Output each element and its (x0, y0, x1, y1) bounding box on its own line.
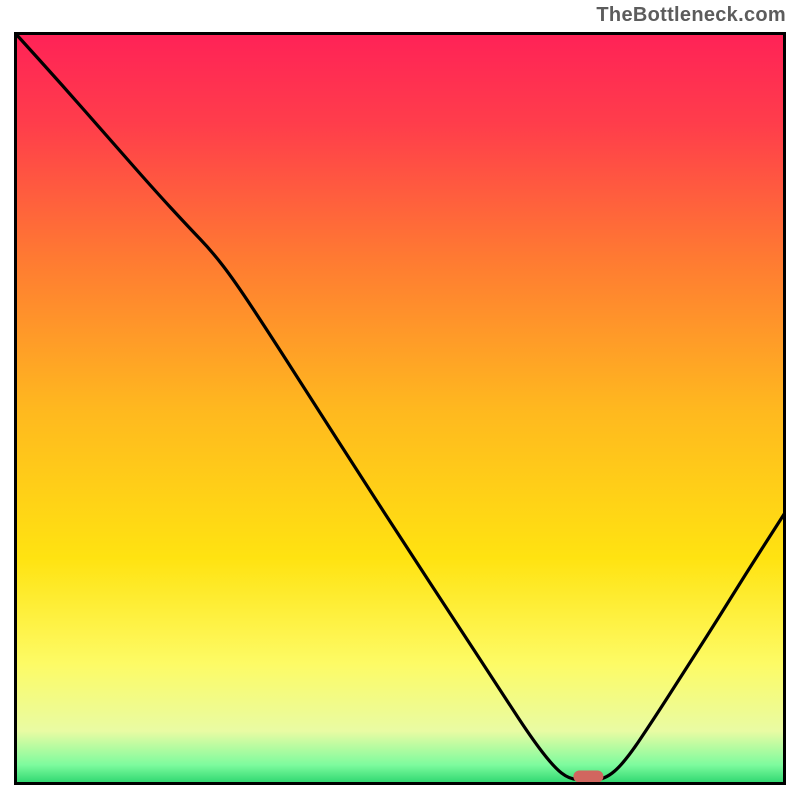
chart-background (16, 34, 785, 784)
watermark-text: TheBottleneck.com (596, 4, 786, 27)
bottleneck-chart (14, 32, 786, 785)
chart-svg (14, 32, 786, 785)
optimal-marker (573, 771, 603, 783)
